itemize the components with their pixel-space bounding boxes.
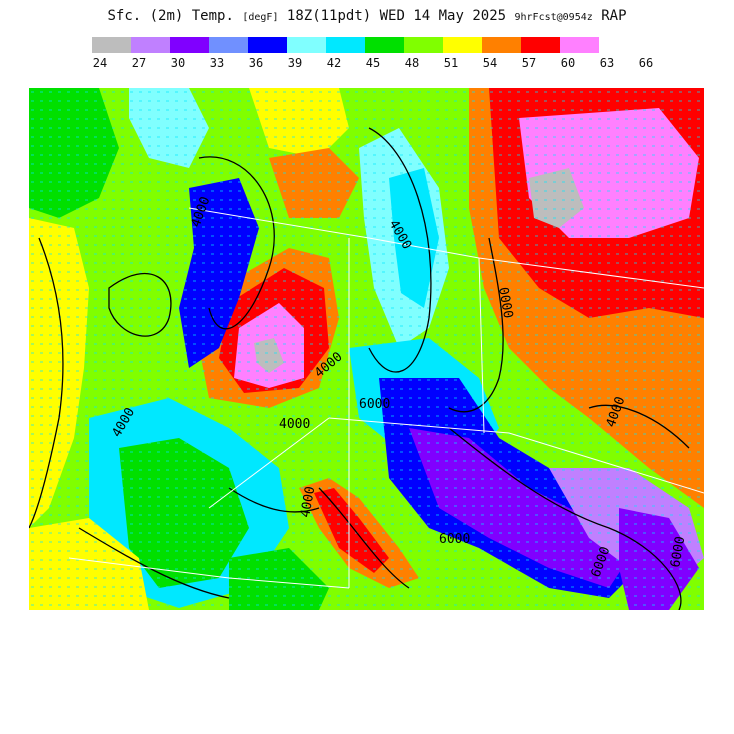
title-product: Sfc. (2m) Temp. <box>107 8 234 24</box>
elevation-contour-1 <box>198 156 275 330</box>
elevation-contour-6 <box>318 487 410 589</box>
elevation-contour-9 <box>588 404 690 449</box>
title-valid-time: 18Z(11pdt) WED 14 May 2025 <box>286 8 507 24</box>
texture-overlay <box>29 88 704 610</box>
title-units: [degF] <box>242 12 279 23</box>
contour-label: 6000 <box>359 397 390 412</box>
legend-swatch-8 <box>404 37 443 53</box>
legend-swatch-3 <box>209 37 248 53</box>
legend-swatch-5 <box>287 37 326 53</box>
legend-swatch-2 <box>170 37 209 53</box>
contour-label: 4000 <box>298 485 318 518</box>
color-legend <box>92 37 599 53</box>
state-border-1 <box>328 417 704 494</box>
legend-swatch-9 <box>443 37 482 53</box>
legend-tick-label: 51 <box>443 56 459 70</box>
state-border-4 <box>478 257 485 434</box>
elevation-contour-0 <box>108 272 172 337</box>
elevation-contour-5 <box>78 527 230 599</box>
legend-swatch-7 <box>365 37 404 53</box>
legend-tick-label: 36 <box>248 56 264 70</box>
contour-label: 6000 <box>668 535 688 568</box>
legend-tick-label: 42 <box>326 56 342 70</box>
legend-swatch-6 <box>326 37 365 53</box>
legend-swatch-4 <box>248 37 287 53</box>
elevation-contour-2 <box>368 127 432 373</box>
legend-tick-label: 54 <box>482 56 498 70</box>
legend-swatch-11 <box>521 37 560 53</box>
contour-label: 4000 <box>279 417 310 432</box>
state-border-0 <box>188 207 704 289</box>
legend-tick-labels: 24 27 30 33 36 39 42 45 48 51 54 57 60 63 66 <box>0 56 734 72</box>
legend-tick-label: 57 <box>521 56 537 70</box>
legend-tick-label: 30 <box>170 56 186 70</box>
map-title: Sfc. (2m) Temp. [degF] 18Z(11pdt) WED 14… <box>0 8 734 24</box>
state-border-5 <box>208 417 330 509</box>
elevation-contour-7 <box>228 487 320 513</box>
legend-tick-label: 45 <box>365 56 381 70</box>
legend-tick-label: 39 <box>287 56 303 70</box>
legend-tick-label: 63 <box>599 56 615 70</box>
elevation-contour-4 <box>448 237 504 413</box>
contour-label: 0000 <box>495 286 515 319</box>
title-forecast: 9hrFcst@0954z <box>514 12 593 23</box>
legend-swatch-1 <box>131 37 170 53</box>
legend-swatch-0 <box>92 37 131 53</box>
legend-tick-label: 60 <box>560 56 576 70</box>
contour-label: 6000 <box>439 532 470 547</box>
legend-tick-label: 48 <box>404 56 420 70</box>
elevation-contour-3 <box>448 427 682 610</box>
legend-tick-label: 27 <box>131 56 147 70</box>
legend-tick-label: 66 <box>638 56 654 70</box>
legend-tick-label: 24 <box>92 56 108 70</box>
legend-tick-label: 33 <box>209 56 225 70</box>
legend-swatch-12 <box>560 37 599 53</box>
title-model: RAP <box>601 8 627 24</box>
state-border-2 <box>68 557 350 589</box>
legend-swatch-10 <box>482 37 521 53</box>
elevation-contour-8 <box>29 237 64 529</box>
